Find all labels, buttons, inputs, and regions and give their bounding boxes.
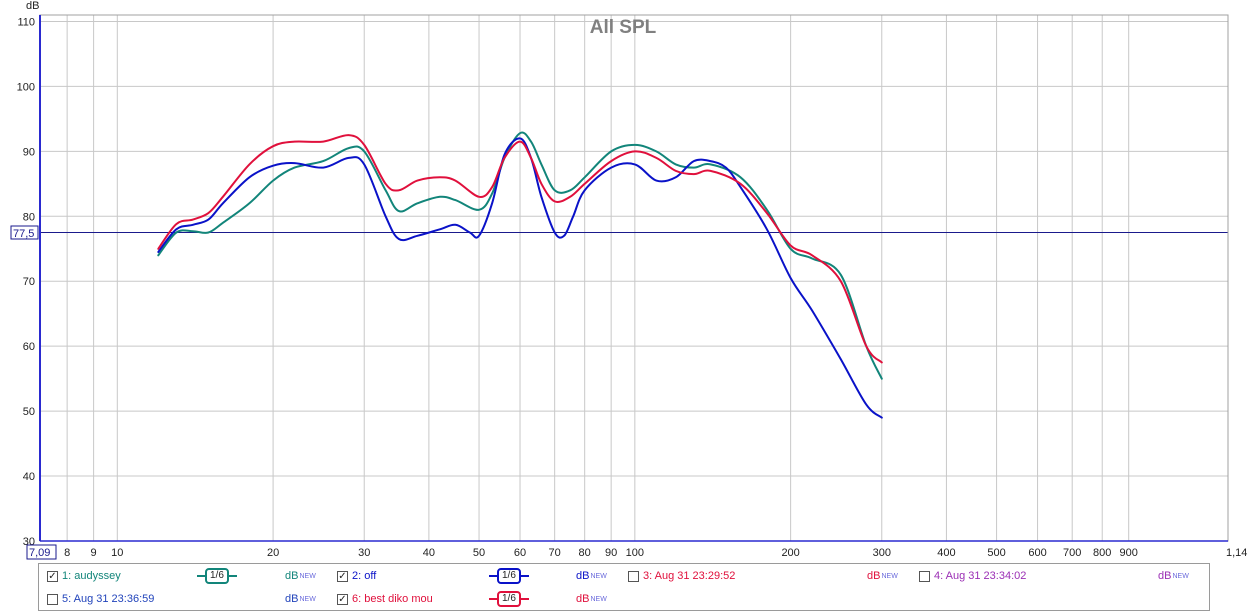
y-tick-label: 80 (23, 211, 35, 223)
legend-label: 4: Aug 31 23:34:02 (934, 570, 1027, 582)
unit-sup: NEW (299, 572, 316, 580)
legend-item-best-diko-mou[interactable]: ✓ 6: best diko mou (337, 589, 433, 609)
unit-button-best-diko-mou[interactable]: dB NEW (576, 589, 607, 609)
x-start-readout: 7,09 (26, 544, 57, 560)
smoothing-value: 1/6 (497, 591, 521, 607)
cursor-y-readout: 77,5 (10, 225, 39, 240)
smoothing-control-off[interactable]: 1/6 (489, 566, 529, 586)
y-tick-label: 110 (17, 16, 35, 28)
x-tick-label: 100 (626, 547, 644, 559)
x-tick-label: 300 (873, 547, 891, 559)
x-tick-label: 1,14k Hz (1226, 547, 1248, 559)
y-tick-label: 70 (23, 276, 35, 288)
legend-item-aug31-232952[interactable]: 3: Aug 31 23:29:52 (628, 566, 735, 586)
series-swatch-line (489, 598, 497, 600)
y-tick-label: 40 (23, 471, 35, 483)
series-swatch-line (489, 575, 497, 577)
x-start-value: 7,09 (29, 547, 50, 559)
x-tick-label: 10 (111, 547, 123, 559)
smoothing-control-best-diko-mou[interactable]: 1/6 (489, 589, 529, 609)
series-swatch-line (228, 575, 237, 577)
x-tick-label: 70 (549, 547, 561, 559)
legend-label: 1: audyssey (62, 570, 121, 582)
legend-item-audyssey[interactable]: ✓ 1: audyssey (47, 566, 121, 586)
legend-label: 5: Aug 31 23:36:59 (62, 593, 155, 605)
series-line-6-best-diko-mou (157, 134, 883, 364)
legend-item-off[interactable]: ✓ 2: off (337, 566, 376, 586)
cursor-y-value: 77,5 (13, 228, 34, 240)
x-tick-label: 40 (423, 547, 435, 559)
unit-label: dB (285, 593, 299, 605)
unit-sup: NEW (299, 595, 316, 603)
x-tick-label: 90 (605, 547, 617, 559)
legend-checkbox[interactable] (47, 593, 58, 605)
x-tick-label: 9 (91, 547, 97, 559)
legend-checkbox[interactable] (628, 570, 639, 582)
y-tick-label: 50 (23, 406, 35, 418)
series-swatch-line (520, 575, 529, 577)
x-tick-label: 800 (1093, 547, 1111, 559)
legend-item-aug31-233402[interactable]: 4: Aug 31 23:34:02 (919, 566, 1026, 586)
smoothing-control-audyssey[interactable]: 1/6 (197, 566, 237, 586)
x-tick-label: 20 (267, 547, 279, 559)
x-tick-label: 30 (358, 547, 370, 559)
grid (40, 15, 1228, 541)
unit-label: dB (285, 570, 299, 582)
unit-button-off[interactable]: dB NEW (576, 566, 607, 586)
x-tick-labels: 8 9 10 20 30 40 50 60 70 80 90 100 200 300 400 500 600 70… (64, 547, 1248, 559)
legend-item-aug31-233659[interactable]: 5: Aug 31 23:36:59 (47, 589, 154, 609)
legend-label: 2: off (352, 570, 377, 582)
unit-sup: NEW (590, 595, 607, 603)
unit-label: dB (576, 570, 590, 582)
legend-checkbox[interactable] (919, 570, 930, 582)
x-tick-label: 500 (987, 547, 1005, 559)
y-tick-label: 90 (23, 146, 35, 158)
chart-title: All SPL (590, 17, 657, 38)
series-lines (157, 131, 883, 419)
x-tick-label: 400 (937, 547, 955, 559)
series-swatch-line (520, 598, 529, 600)
legend-panel: ✓ 1: audyssey 1/6 dB NEW ✓ 2: off 1/6 dB N… (38, 563, 1210, 611)
x-tick-label: 900 (1120, 547, 1138, 559)
x-tick-label: 60 (514, 547, 526, 559)
unit-sup: NEW (1172, 572, 1189, 580)
unit-button-audyssey[interactable]: dB NEW (285, 566, 316, 586)
x-tick-label: 8 (64, 547, 70, 559)
x-tick-label: 600 (1028, 547, 1046, 559)
unit-label: dB (576, 593, 590, 605)
legend-checkbox[interactable]: ✓ (47, 570, 58, 582)
unit-label: dB (1158, 570, 1172, 582)
unit-button-aug31-232952[interactable]: dB NEW (867, 566, 898, 586)
unit-sup: NEW (590, 572, 607, 580)
unit-button-aug31-233402[interactable]: dB NEW (1158, 566, 1189, 586)
legend-checkbox[interactable]: ✓ (337, 593, 348, 605)
y-tick-label: 100 (17, 81, 35, 93)
series-swatch-line (197, 575, 205, 577)
smoothing-value: 1/6 (497, 568, 521, 584)
y-tick-label: 60 (23, 341, 35, 353)
x-tick-label: 200 (781, 547, 799, 559)
legend-checkbox[interactable]: ✓ (337, 570, 348, 582)
unit-label: dB (867, 570, 881, 582)
x-tick-label: 700 (1063, 547, 1081, 559)
legend-label: 6: best diko mou (352, 593, 433, 605)
x-tick-label: 80 (579, 547, 591, 559)
smoothing-value: 1/6 (205, 568, 229, 584)
x-tick-label: 50 (473, 547, 485, 559)
legend-label: 3: Aug 31 23:29:52 (643, 570, 736, 582)
unit-button-aug31-233659[interactable]: dB NEW (285, 589, 316, 609)
spl-chart: 8 9 10 20 30 40 50 60 70 80 90 100 200 300 400 500 600 70… (10, 0, 1248, 560)
series-line-2-off (157, 137, 883, 419)
y-axis-label: dB (26, 0, 39, 12)
unit-sup: NEW (881, 572, 898, 580)
